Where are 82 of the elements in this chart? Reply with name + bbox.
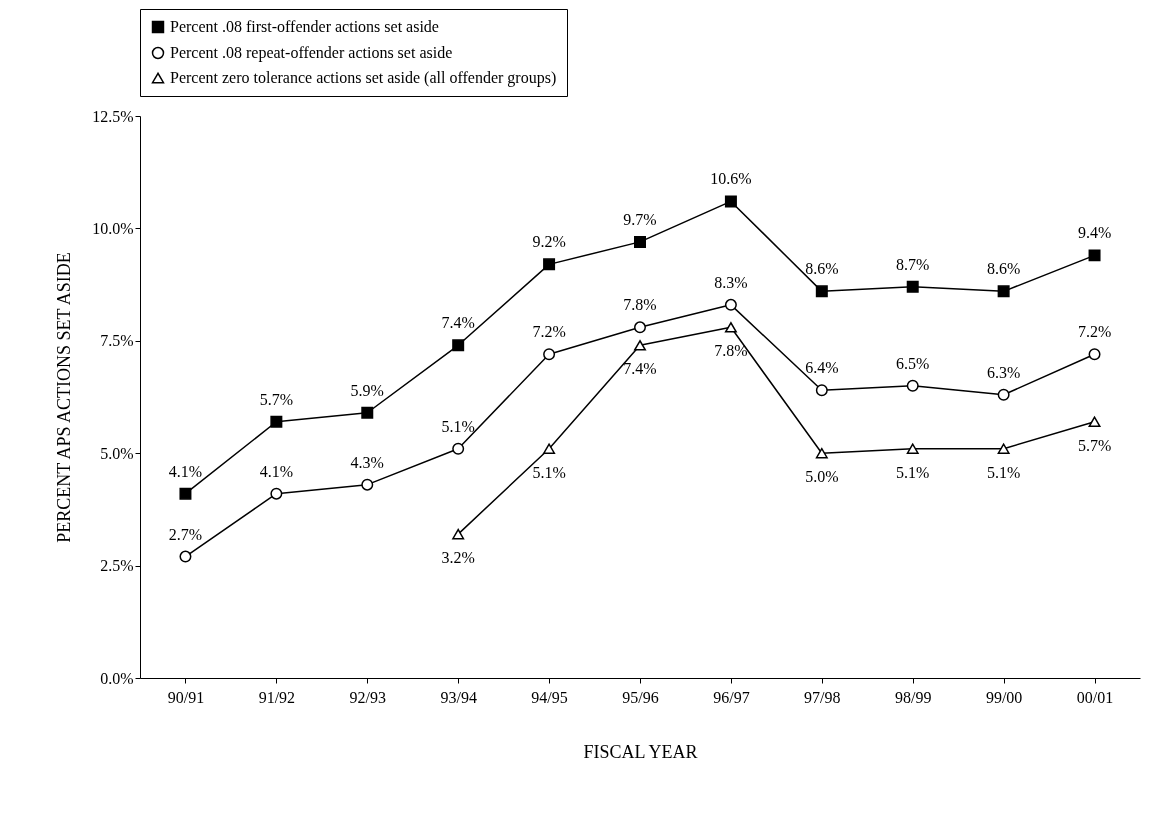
data-label: 8.6% xyxy=(805,260,839,278)
data-label: 5.1% xyxy=(441,417,475,435)
point xyxy=(543,348,556,361)
point xyxy=(179,487,192,500)
y-axis-title: PERCENT APS ACTIONS SET ASIDE xyxy=(54,252,75,543)
data-label: 6.4% xyxy=(805,359,839,377)
x-tick-label: 94/95 xyxy=(531,688,568,706)
x-tick-label: 91/92 xyxy=(258,688,296,706)
point xyxy=(1088,348,1101,361)
point xyxy=(452,442,465,455)
x-tick-label: 98/99 xyxy=(895,688,932,706)
data-label: 7.2% xyxy=(532,323,566,341)
x-axis-title: FISCAL YEAR xyxy=(583,741,698,762)
point xyxy=(1088,416,1101,428)
point xyxy=(997,388,1010,401)
point xyxy=(1088,249,1101,262)
x-tick-label: 92/93 xyxy=(349,688,386,706)
point xyxy=(179,550,192,563)
data-label: 4.1% xyxy=(259,462,294,480)
point xyxy=(452,528,465,540)
data-label: 6.5% xyxy=(896,354,930,372)
legend-label: Percent .08 first-offender actions set aside xyxy=(170,18,439,35)
point xyxy=(906,443,919,454)
y-tick-label: 7.5% xyxy=(100,332,134,350)
point xyxy=(997,285,1010,298)
data-label: 4.3% xyxy=(350,453,384,471)
point xyxy=(724,195,737,208)
point xyxy=(815,447,828,459)
data-label: 8.6% xyxy=(986,260,1021,278)
data-label: 2.7% xyxy=(168,525,203,543)
x-tick-label: 99/00 xyxy=(985,688,1023,706)
data-label: 3.2% xyxy=(441,549,475,567)
point xyxy=(815,384,828,397)
data-label: 9.4% xyxy=(1077,224,1112,242)
point xyxy=(270,415,283,428)
x-tick-label: 00/01 xyxy=(1076,688,1114,706)
point xyxy=(724,298,737,311)
point xyxy=(634,340,646,351)
point xyxy=(906,280,919,293)
data-label: 9.7% xyxy=(623,210,657,228)
data-label: 5.7% xyxy=(259,390,294,408)
y-tick-label: 10.0% xyxy=(92,219,134,237)
data-label: 5.9% xyxy=(350,381,384,399)
data-label: 5.0% xyxy=(805,468,839,486)
point xyxy=(361,406,374,419)
point xyxy=(634,235,646,248)
point xyxy=(452,339,465,352)
point xyxy=(815,285,828,298)
data-label: 7.4% xyxy=(623,360,657,378)
data-label: 5.1% xyxy=(532,463,566,481)
x-tick-label: 97/98 xyxy=(804,688,841,706)
x-tick-label: 93/94 xyxy=(440,688,477,706)
data-label: 7.2% xyxy=(1077,323,1112,341)
y-tick-label: 5.0% xyxy=(100,444,134,462)
y-tick-label: 0.0% xyxy=(100,669,134,687)
y-tick-label: 12.5% xyxy=(92,107,134,125)
data-label: 5.1% xyxy=(896,463,930,481)
point xyxy=(543,258,556,271)
x-tick-label: 90/91 xyxy=(167,688,205,706)
data-label: 8.3% xyxy=(714,273,748,291)
x-tick-label: 96/97 xyxy=(713,688,750,706)
point xyxy=(270,487,283,500)
data-label: 8.7% xyxy=(896,255,930,273)
data-label: 7.8% xyxy=(623,296,657,314)
point xyxy=(634,321,646,334)
point xyxy=(906,379,919,392)
point xyxy=(543,443,556,454)
legend-label: Percent zero tolerance actions set aside (all offender groups) xyxy=(170,69,557,87)
x-tick-label: 95/96 xyxy=(622,688,659,706)
data-label: 4.1% xyxy=(168,462,203,480)
data-label: 5.1% xyxy=(986,463,1021,481)
point xyxy=(997,443,1010,454)
point xyxy=(724,322,737,333)
data-label: 7.8% xyxy=(714,342,748,360)
data-label: 9.2% xyxy=(532,233,566,251)
data-label: 5.7% xyxy=(1077,436,1112,454)
y-tick-label: 2.5% xyxy=(100,557,134,575)
data-label: 6.3% xyxy=(986,363,1021,381)
data-label: 10.6% xyxy=(710,170,752,188)
data-label: 7.4% xyxy=(441,314,475,332)
point xyxy=(361,478,374,491)
legend-label: Percent .08 repeat-offender actions set aside xyxy=(170,44,453,62)
